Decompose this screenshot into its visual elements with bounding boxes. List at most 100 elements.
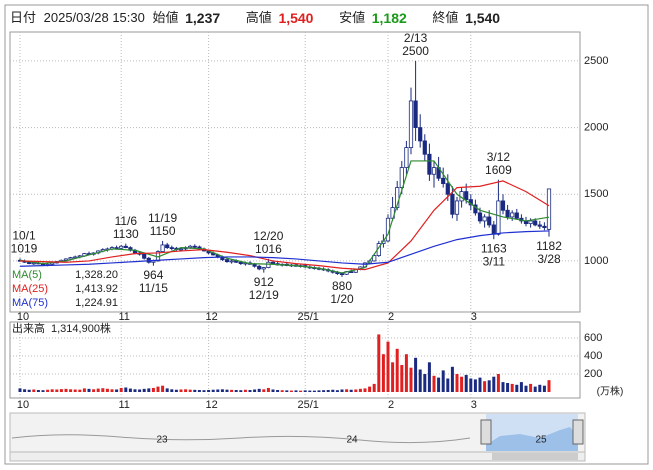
annotation-date: 12/19 (249, 288, 279, 302)
navigator-handle-left[interactable] (480, 419, 492, 445)
volume-bar (510, 383, 514, 392)
annotation-date: 3/28 (537, 252, 561, 266)
volume-bar (202, 390, 206, 392)
volume-bar (381, 354, 385, 392)
annotation-price: 1130 (113, 227, 139, 241)
volume-bar (418, 369, 422, 392)
volume-bar (496, 374, 500, 392)
volume-bar (115, 389, 119, 392)
annotation-price: 912 (254, 275, 274, 289)
volume-bar (460, 376, 464, 392)
volume-bar (188, 389, 192, 392)
volume-bar (243, 389, 247, 392)
candle-body (496, 200, 501, 235)
volume-bar (455, 374, 459, 392)
volume-bar (253, 389, 257, 392)
candle-body (27, 261, 32, 264)
candle-body (477, 212, 483, 222)
close-label: 終値 (432, 10, 458, 25)
scroll-thumb[interactable] (492, 453, 578, 460)
scrollbar[interactable] (9, 451, 586, 462)
x-tick-label: 12 (205, 311, 217, 323)
low-label: 安値 (339, 10, 365, 25)
volume-value: 1,314,900株 (51, 321, 111, 335)
candle-body (514, 212, 519, 219)
volume-bar (207, 390, 211, 392)
candle-body (229, 260, 234, 263)
volume-bar (110, 389, 114, 392)
volume-bar (372, 383, 376, 392)
volume-bar (73, 389, 77, 392)
volume-bar (478, 377, 482, 392)
y-tick-label: 1000 (584, 255, 608, 267)
volume-bar (262, 389, 266, 392)
y-tick-label: 2000 (584, 122, 608, 134)
volume-bar (128, 388, 132, 392)
annotation-date: 11/15 (139, 281, 168, 295)
candle-body (192, 245, 197, 248)
volume-bar (46, 389, 50, 392)
volume-bar (446, 378, 450, 392)
candle-body (533, 220, 538, 226)
date: 2025/03/28 15:30 (44, 10, 145, 25)
ma-line (19, 160, 550, 274)
volume-bar (41, 390, 45, 392)
volume-bar (285, 390, 289, 392)
navigator-line (11, 434, 471, 444)
volume-bar (197, 390, 201, 392)
volume-bar (358, 388, 362, 392)
volume-bar (483, 381, 487, 392)
volume-bar (312, 390, 316, 392)
volume-bar (96, 388, 100, 392)
volume-bar (345, 389, 349, 392)
price-panel (9, 31, 581, 313)
navigator-label: 24 (346, 435, 358, 446)
volume-bar (473, 379, 477, 392)
volume-panel (9, 321, 581, 399)
volume-bar (377, 334, 381, 392)
candle-body (537, 224, 542, 227)
volume-bar (276, 390, 280, 392)
candle-body (431, 167, 437, 175)
open-label: 始値 (152, 10, 178, 25)
volume-bar (170, 389, 174, 392)
ma-line (19, 180, 550, 271)
x-tick-label: 3 (471, 311, 477, 323)
volume-bar (161, 385, 165, 392)
x-tick-label: 10 (17, 399, 29, 411)
volume-bar (64, 388, 68, 392)
close: 1,540 (465, 10, 500, 26)
high: 1,540 (278, 10, 313, 26)
candle-body (224, 259, 230, 263)
volume-bar (266, 387, 270, 392)
volume-bar (331, 389, 335, 392)
x-tick-label: 2 (388, 399, 394, 411)
volume-bar (193, 389, 197, 392)
x-tick-label: 12 (205, 399, 217, 411)
volume-bar (391, 362, 395, 392)
volume-bar (211, 389, 215, 392)
candle-body (142, 253, 147, 259)
candle-body (372, 255, 377, 262)
candle-body (408, 100, 414, 149)
volume-tick-label: 200 (584, 368, 602, 380)
candle-body (31, 262, 36, 265)
candle-body (349, 271, 354, 274)
ma-legend-value: 1,413.92 (75, 283, 118, 295)
annotation-date: 3/12 (487, 150, 511, 164)
candle-body (165, 244, 170, 249)
volume-bar (469, 378, 473, 392)
candle-body (399, 167, 404, 189)
candle-body (238, 261, 243, 264)
candle-body (454, 200, 460, 215)
candle-body (68, 257, 73, 260)
navigator-handle-right[interactable] (572, 419, 584, 445)
candle-body (464, 191, 469, 201)
date-label: 日付 (10, 10, 36, 25)
volume-bar (322, 390, 326, 392)
candle-body (63, 258, 69, 261)
volume-bar (151, 387, 155, 392)
volume-bar (234, 390, 238, 392)
candle-body (257, 265, 262, 270)
y-tick-label: 2500 (584, 55, 608, 67)
